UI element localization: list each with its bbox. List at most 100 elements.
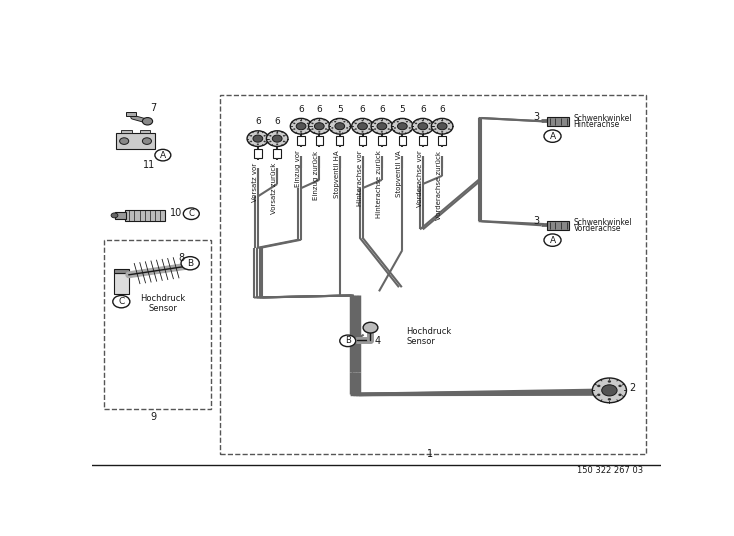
Circle shape: [335, 123, 345, 130]
Circle shape: [608, 398, 611, 400]
Circle shape: [257, 144, 259, 145]
Circle shape: [448, 128, 450, 130]
Circle shape: [334, 121, 336, 122]
Circle shape: [409, 127, 411, 129]
Text: Vorderachse vor: Vorderachse vor: [417, 151, 423, 207]
Bar: [139, 130, 150, 133]
Circle shape: [429, 128, 431, 130]
Circle shape: [597, 385, 600, 387]
Circle shape: [325, 128, 327, 130]
Circle shape: [394, 127, 396, 129]
Text: 6: 6: [420, 105, 426, 114]
Bar: [219, 95, 647, 455]
Text: B: B: [187, 259, 193, 268]
Text: 3: 3: [533, 216, 539, 226]
Bar: [297, 136, 305, 145]
Text: 3: 3: [533, 112, 539, 122]
Circle shape: [257, 132, 259, 134]
Bar: [114, 273, 128, 294]
Circle shape: [111, 213, 118, 218]
Text: C: C: [118, 297, 125, 306]
Circle shape: [266, 131, 288, 146]
Text: 2: 2: [629, 383, 636, 393]
Circle shape: [418, 123, 428, 130]
Circle shape: [602, 385, 617, 396]
Circle shape: [388, 128, 390, 130]
Circle shape: [325, 123, 327, 124]
Text: Hochdruck
Sensor: Hochdruck Sensor: [140, 294, 186, 314]
Text: A: A: [160, 151, 166, 160]
Text: Vorderachse: Vorderachse: [573, 224, 621, 233]
Circle shape: [396, 121, 399, 122]
Circle shape: [283, 135, 285, 137]
Circle shape: [181, 257, 199, 270]
Bar: [254, 148, 261, 158]
Circle shape: [435, 128, 437, 130]
Circle shape: [113, 295, 130, 308]
Text: Stopventil HA: Stopventil HA: [334, 151, 340, 198]
Circle shape: [441, 131, 443, 132]
Text: 7: 7: [150, 103, 156, 113]
Text: 6: 6: [255, 117, 261, 126]
Circle shape: [361, 131, 363, 132]
Bar: [126, 112, 136, 116]
Circle shape: [441, 120, 443, 121]
Text: A: A: [550, 132, 556, 140]
Text: Einzug vor: Einzug vor: [295, 151, 301, 188]
Bar: [548, 221, 569, 230]
Circle shape: [319, 131, 320, 132]
Circle shape: [269, 140, 272, 142]
Circle shape: [276, 144, 278, 145]
Circle shape: [319, 120, 320, 121]
Circle shape: [618, 385, 622, 387]
Circle shape: [422, 120, 424, 121]
Circle shape: [608, 380, 611, 383]
Circle shape: [357, 123, 368, 130]
Circle shape: [415, 123, 417, 124]
Text: 6: 6: [275, 117, 280, 126]
Text: A: A: [550, 236, 556, 244]
Circle shape: [344, 121, 346, 122]
Circle shape: [412, 118, 434, 134]
Text: 11: 11: [142, 160, 155, 170]
Text: B: B: [345, 337, 351, 345]
Bar: [104, 240, 211, 409]
Circle shape: [377, 123, 387, 130]
Text: 150 322 267 03: 150 322 267 03: [578, 466, 644, 475]
Circle shape: [307, 128, 309, 130]
Circle shape: [374, 123, 377, 124]
Circle shape: [250, 135, 252, 137]
Circle shape: [247, 131, 269, 146]
Bar: [419, 136, 426, 145]
Text: Hinterachse vor: Hinterachse vor: [357, 151, 363, 206]
Circle shape: [297, 123, 306, 130]
Circle shape: [311, 128, 313, 130]
Bar: [116, 133, 156, 149]
Circle shape: [597, 393, 600, 396]
Circle shape: [352, 118, 374, 134]
Circle shape: [618, 393, 622, 396]
Circle shape: [448, 123, 450, 124]
Circle shape: [355, 123, 357, 124]
Circle shape: [381, 131, 383, 132]
Bar: [548, 117, 569, 126]
Circle shape: [307, 123, 309, 124]
Circle shape: [311, 123, 313, 124]
Circle shape: [329, 118, 351, 134]
Circle shape: [368, 123, 371, 124]
Circle shape: [374, 128, 377, 130]
Circle shape: [371, 118, 393, 134]
Text: Schwenkwinkel: Schwenkwinkel: [573, 218, 632, 227]
Text: Stopventil VA: Stopventil VA: [396, 151, 402, 197]
Circle shape: [314, 123, 324, 130]
Bar: [378, 136, 385, 145]
Circle shape: [346, 127, 348, 129]
Bar: [316, 136, 323, 145]
Circle shape: [300, 120, 302, 121]
Text: Hochdruck
Sensor: Hochdruck Sensor: [407, 327, 451, 346]
Bar: [438, 136, 446, 145]
Text: 6: 6: [360, 105, 366, 114]
Text: 6: 6: [316, 105, 322, 114]
Circle shape: [290, 118, 312, 134]
Text: 6: 6: [379, 105, 385, 114]
